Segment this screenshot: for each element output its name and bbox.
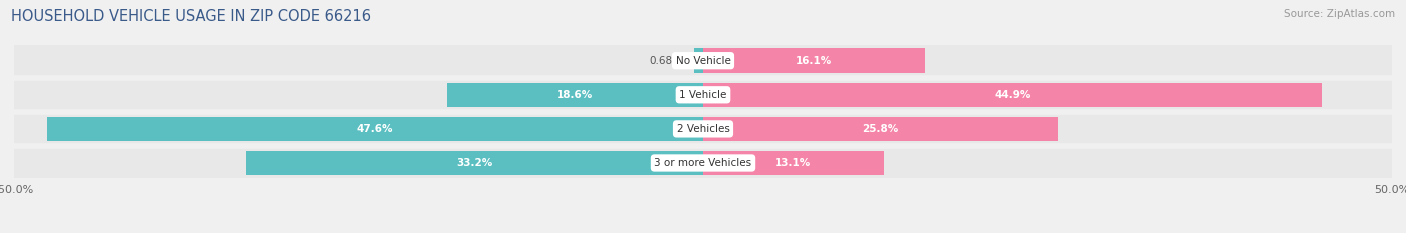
Text: 16.1%: 16.1%	[796, 56, 832, 66]
Text: HOUSEHOLD VEHICLE USAGE IN ZIP CODE 66216: HOUSEHOLD VEHICLE USAGE IN ZIP CODE 6621…	[11, 9, 371, 24]
Bar	[246, 151, 703, 175]
Bar	[14, 45, 1392, 76]
Bar	[447, 82, 703, 107]
Bar	[14, 113, 1392, 144]
Bar	[14, 148, 1392, 178]
Text: 3 or more Vehicles: 3 or more Vehicles	[654, 158, 752, 168]
Text: 0.68%: 0.68%	[650, 56, 682, 66]
Text: 33.2%: 33.2%	[456, 158, 492, 168]
Text: Source: ZipAtlas.com: Source: ZipAtlas.com	[1284, 9, 1395, 19]
Bar	[703, 48, 925, 73]
Text: 13.1%: 13.1%	[775, 158, 811, 168]
Text: No Vehicle: No Vehicle	[675, 56, 731, 66]
Text: 47.6%: 47.6%	[357, 124, 394, 134]
Bar	[703, 116, 1059, 141]
Text: 2 Vehicles: 2 Vehicles	[676, 124, 730, 134]
Bar	[703, 151, 883, 175]
Text: 44.9%: 44.9%	[994, 90, 1031, 100]
Bar	[703, 82, 1322, 107]
Bar	[48, 116, 703, 141]
Bar	[14, 79, 1392, 110]
Text: 18.6%: 18.6%	[557, 90, 593, 100]
Text: 25.8%: 25.8%	[863, 124, 898, 134]
Bar	[693, 48, 703, 73]
Text: 1 Vehicle: 1 Vehicle	[679, 90, 727, 100]
